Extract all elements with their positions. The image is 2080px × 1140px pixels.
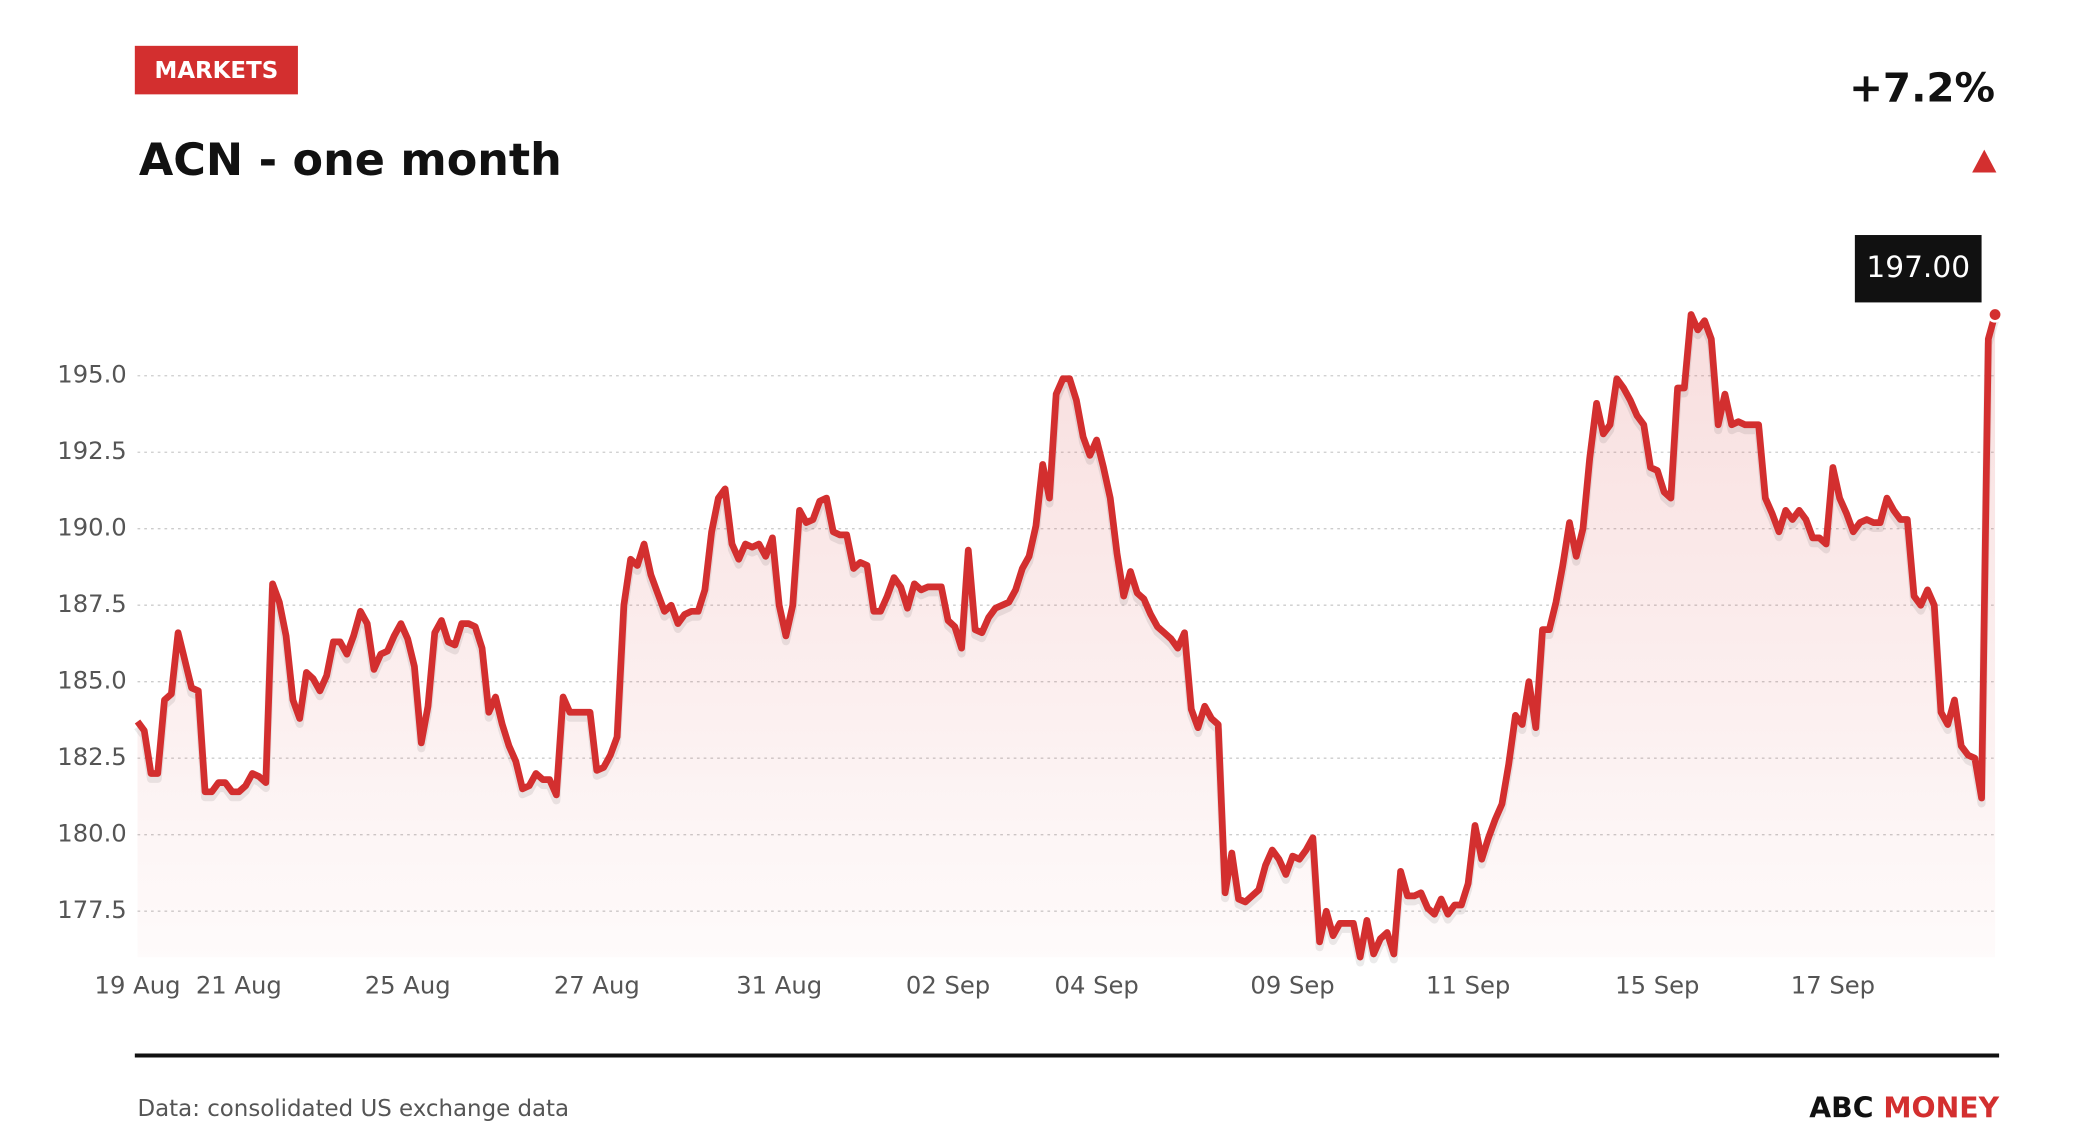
tag-box	[134, 45, 298, 95]
y-tick-label: 192.5	[57, 436, 126, 465]
x-tick-label: 31 Aug	[736, 971, 822, 1000]
y-tick-label: 185.0	[57, 666, 126, 695]
line	[134, 311, 1999, 961]
y-tick-label: 190.0	[57, 513, 126, 542]
x-tick-label: 27 Aug	[554, 971, 640, 1000]
y-tick-label: 177.5	[57, 895, 126, 924]
area	[137, 314, 1996, 958]
x-tick-label: 21 Aug	[196, 971, 282, 1000]
source: Data: consolidated US exchange data	[138, 1096, 570, 1122]
x-tick-label: 09 Sep	[1250, 971, 1334, 1000]
x-tick-label: 15 Sep	[1615, 971, 1699, 1000]
x-tick-label: 19 Aug	[95, 971, 181, 1000]
x-tick-label: 25 Aug	[365, 971, 451, 1000]
y-tick-label: 180.0	[57, 819, 126, 848]
change: +7.2%	[1849, 63, 1995, 111]
chart-title: ACN - one month	[139, 135, 562, 186]
y-tick-label: 182.5	[57, 742, 126, 771]
tag: MARKETS	[155, 58, 279, 84]
last-label-box	[1854, 235, 1982, 303]
brand-first: ABC	[1809, 1091, 1873, 1124]
x-tick-label: 17 Sep	[1791, 971, 1875, 1000]
x-tick-label: 11 Sep	[1426, 971, 1510, 1000]
x-tick-label: 02 Sep	[906, 971, 990, 1000]
end-dot	[1986, 306, 2004, 323]
y-tick-label: 195.0	[57, 360, 126, 389]
x-tick-label: 04 Sep	[1055, 971, 1139, 1000]
up-arrow	[1972, 149, 1997, 173]
last-label: 197.00	[1866, 249, 1970, 284]
brand-second: MONEY	[1883, 1091, 1999, 1124]
brand: ABC MONEY	[1809, 1091, 1999, 1124]
y-tick-label: 187.5	[57, 589, 126, 618]
